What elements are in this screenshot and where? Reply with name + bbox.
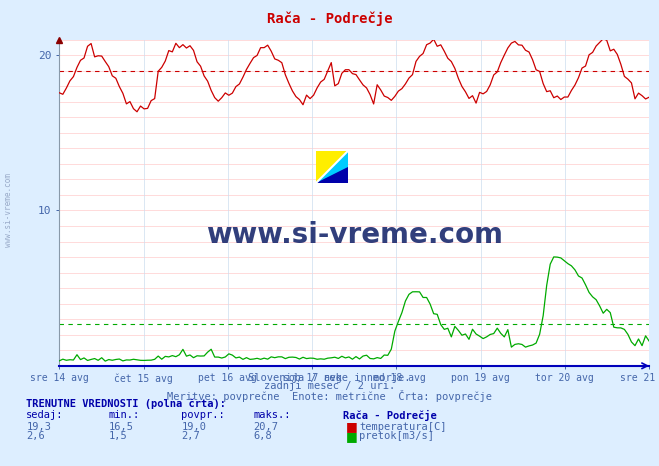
Text: 2,7: 2,7 (181, 431, 200, 441)
Text: 20,7: 20,7 (254, 422, 279, 432)
Polygon shape (316, 151, 349, 183)
Text: 2,6: 2,6 (26, 431, 45, 441)
Text: temperatura[C]: temperatura[C] (359, 422, 447, 432)
Text: Rača - Podrečje: Rača - Podrečje (343, 410, 436, 421)
Text: Meritve: povprečne  Enote: metrične  Črta: povprečje: Meritve: povprečne Enote: metrične Črta:… (167, 390, 492, 402)
Text: 1,5: 1,5 (109, 431, 127, 441)
Text: maks.:: maks.: (254, 410, 291, 420)
Text: www.si-vreme.com: www.si-vreme.com (4, 173, 13, 247)
Text: ■: ■ (346, 420, 358, 433)
Text: pretok[m3/s]: pretok[m3/s] (359, 431, 434, 441)
Polygon shape (316, 167, 349, 183)
Text: 16,5: 16,5 (109, 422, 134, 432)
Text: www.si-vreme.com: www.si-vreme.com (206, 221, 503, 249)
Text: zadnji mesec / 2 uri.: zadnji mesec / 2 uri. (264, 381, 395, 391)
Text: povpr.:: povpr.: (181, 410, 225, 420)
Polygon shape (316, 151, 349, 183)
Text: sedaj:: sedaj: (26, 410, 64, 420)
Text: Slovenija / reke in morje.: Slovenija / reke in morje. (248, 373, 411, 383)
Text: min.:: min.: (109, 410, 140, 420)
Text: 6,8: 6,8 (254, 431, 272, 441)
Text: TRENUTNE VREDNOSTI (polna črta):: TRENUTNE VREDNOSTI (polna črta): (26, 398, 226, 409)
Text: ■: ■ (346, 430, 358, 443)
Text: 19,0: 19,0 (181, 422, 206, 432)
Text: 19,3: 19,3 (26, 422, 51, 432)
Text: Rača - Podrečje: Rača - Podrečje (267, 12, 392, 26)
